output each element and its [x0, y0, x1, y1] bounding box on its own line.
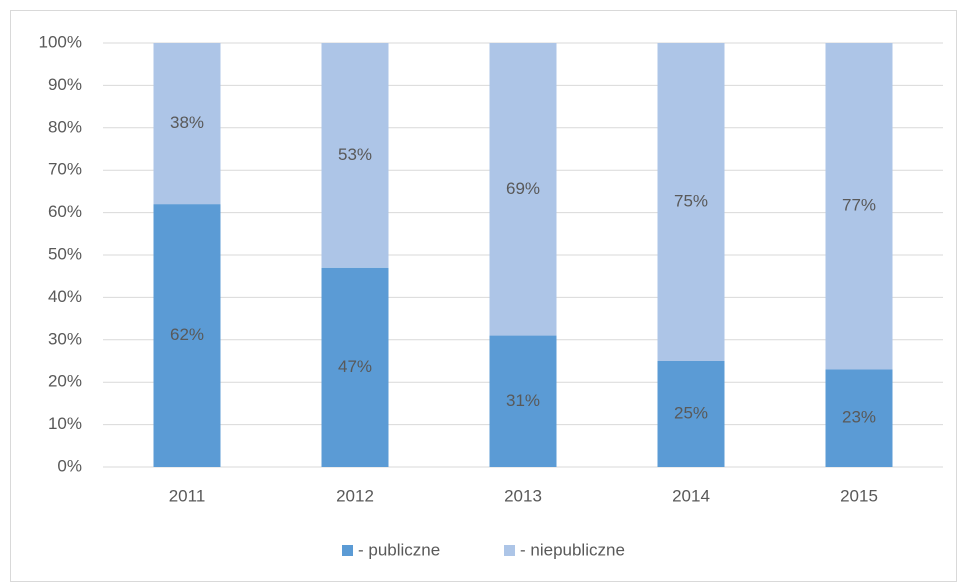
y-tick-label: 60%: [48, 202, 82, 221]
bar-segment: [321, 43, 389, 268]
legend-swatch: [504, 545, 515, 556]
y-tick-label: 20%: [48, 372, 82, 391]
data-label: 77%: [842, 196, 876, 215]
x-tick-label: 2013: [504, 486, 542, 505]
y-tick-label: 10%: [48, 414, 82, 433]
y-tick-label: 30%: [48, 329, 82, 348]
y-tick-label: 80%: [48, 117, 82, 136]
legend-label: - publiczne: [358, 540, 440, 559]
bar-segment: [825, 369, 893, 467]
chart-frame: [10, 10, 957, 582]
y-tick-label: 100%: [39, 32, 82, 51]
data-label: 47%: [338, 357, 372, 376]
bar-segment: [321, 267, 389, 467]
data-label: 69%: [506, 179, 540, 198]
data-label: 23%: [842, 408, 876, 427]
bar-segment: [153, 43, 221, 205]
bar-segment: [825, 43, 893, 370]
data-label: 75%: [674, 191, 708, 210]
x-tick-label: 2015: [840, 486, 878, 505]
data-label: 53%: [338, 145, 372, 164]
y-tick-label: 70%: [48, 160, 82, 179]
data-label: 62%: [170, 325, 204, 344]
y-tick-label: 0%: [57, 456, 82, 475]
x-tick-label: 2014: [672, 486, 710, 505]
bar-segment: [153, 204, 221, 467]
bar-segment: [489, 335, 557, 467]
y-tick-label: 90%: [48, 75, 82, 94]
bar-segment: [657, 361, 725, 467]
x-tick-label: 2011: [169, 486, 206, 505]
y-tick-label: 50%: [48, 244, 82, 263]
y-tick-label: 40%: [48, 287, 82, 306]
data-label: 31%: [506, 391, 540, 410]
bar-segment: [657, 43, 725, 361]
x-tick-label: 2012: [336, 486, 374, 505]
data-label: 25%: [674, 403, 708, 422]
bar-segment: [489, 43, 557, 336]
legend-label: - niepubliczne: [520, 540, 625, 559]
legend-swatch: [342, 545, 353, 556]
data-label: 38%: [170, 113, 204, 132]
